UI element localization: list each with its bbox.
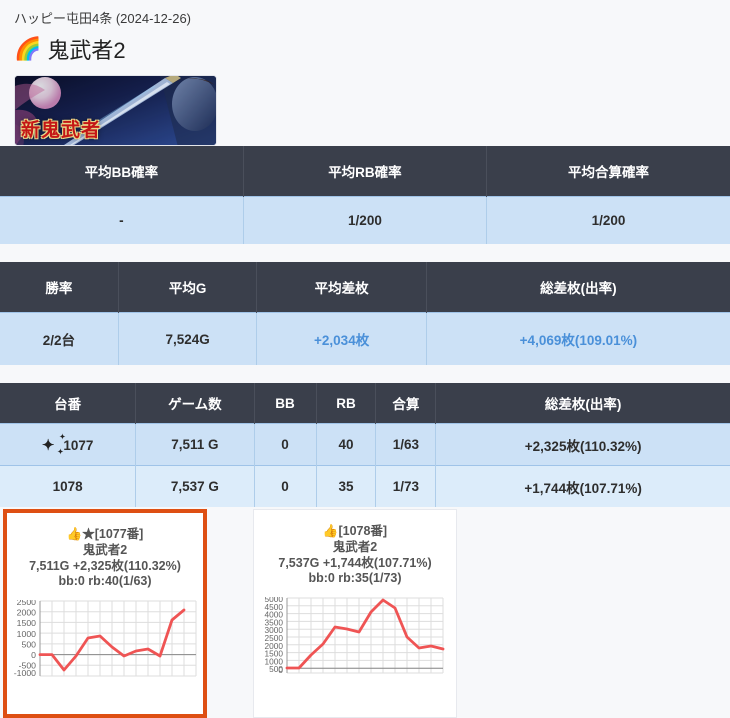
svg-text:-1000: -1000 (14, 668, 36, 678)
svg-text:2500: 2500 (17, 600, 36, 607)
svg-text:2000: 2000 (17, 608, 36, 618)
svg-text:0: 0 (278, 665, 283, 675)
svg-text:0: 0 (31, 650, 36, 660)
svg-text:1000: 1000 (17, 629, 36, 639)
svg-text:500: 500 (22, 640, 37, 650)
svg-text:1500: 1500 (17, 618, 36, 628)
